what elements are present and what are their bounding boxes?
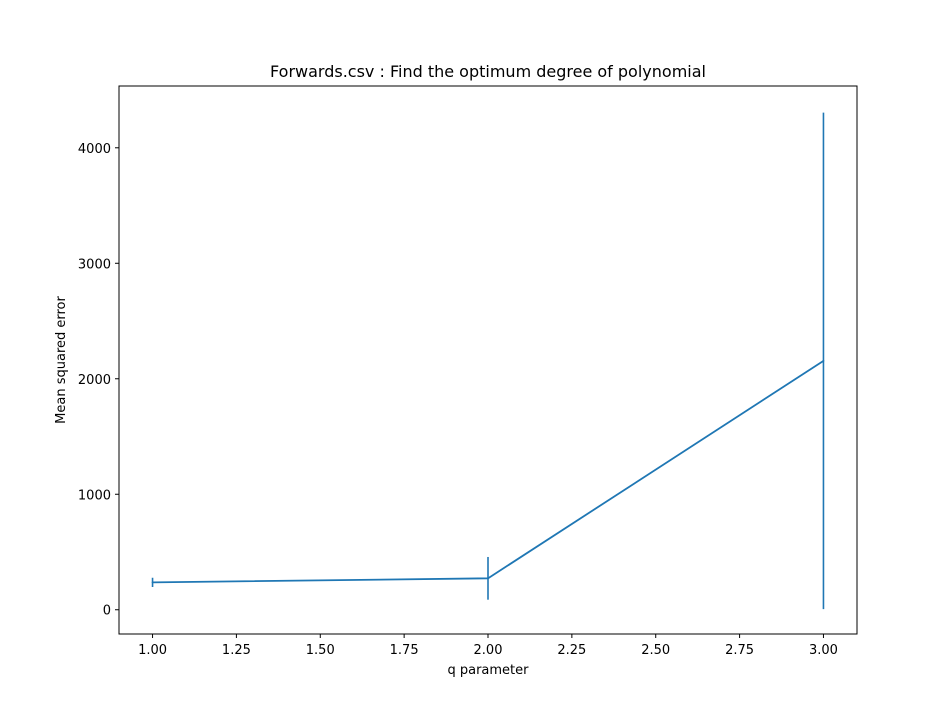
y-axis-ticks: 0 1000 2000 3000 4000 (78, 142, 119, 619)
x-tick-label: 2.00 (474, 643, 503, 658)
x-tick-label: 2.25 (557, 643, 586, 658)
x-tick-label: 1.00 (138, 643, 167, 658)
y-tick-label: 1000 (78, 488, 111, 503)
x-tick-label: 1.75 (390, 643, 419, 658)
x-tick-label: 1.25 (222, 643, 251, 658)
x-tick-label: 1.50 (306, 643, 335, 658)
x-axis-ticks: 1.00 1.25 1.50 1.75 2.00 2.25 2.50 2.75 3.00 (138, 634, 838, 658)
y-axis-label: Mean squared error (54, 296, 69, 424)
axes-frame (118, 85, 858, 635)
x-tick-label: 2.50 (641, 643, 670, 658)
data-point (822, 359, 825, 362)
data-point (487, 577, 489, 580)
plot-area (151, 112, 825, 610)
data-point (151, 581, 154, 584)
y-tick-label: 0 (103, 604, 111, 619)
y-tick-label: 3000 (78, 257, 111, 272)
chart-title: Forwards.csv : Find the optimum degree o… (270, 62, 706, 81)
y-tick-label: 2000 (78, 373, 111, 388)
x-tick-label: 2.75 (725, 643, 754, 658)
x-axis-label: q parameter (447, 663, 529, 678)
x-tick-label: 3.00 (809, 643, 838, 658)
y-tick-label: 4000 (78, 142, 111, 157)
